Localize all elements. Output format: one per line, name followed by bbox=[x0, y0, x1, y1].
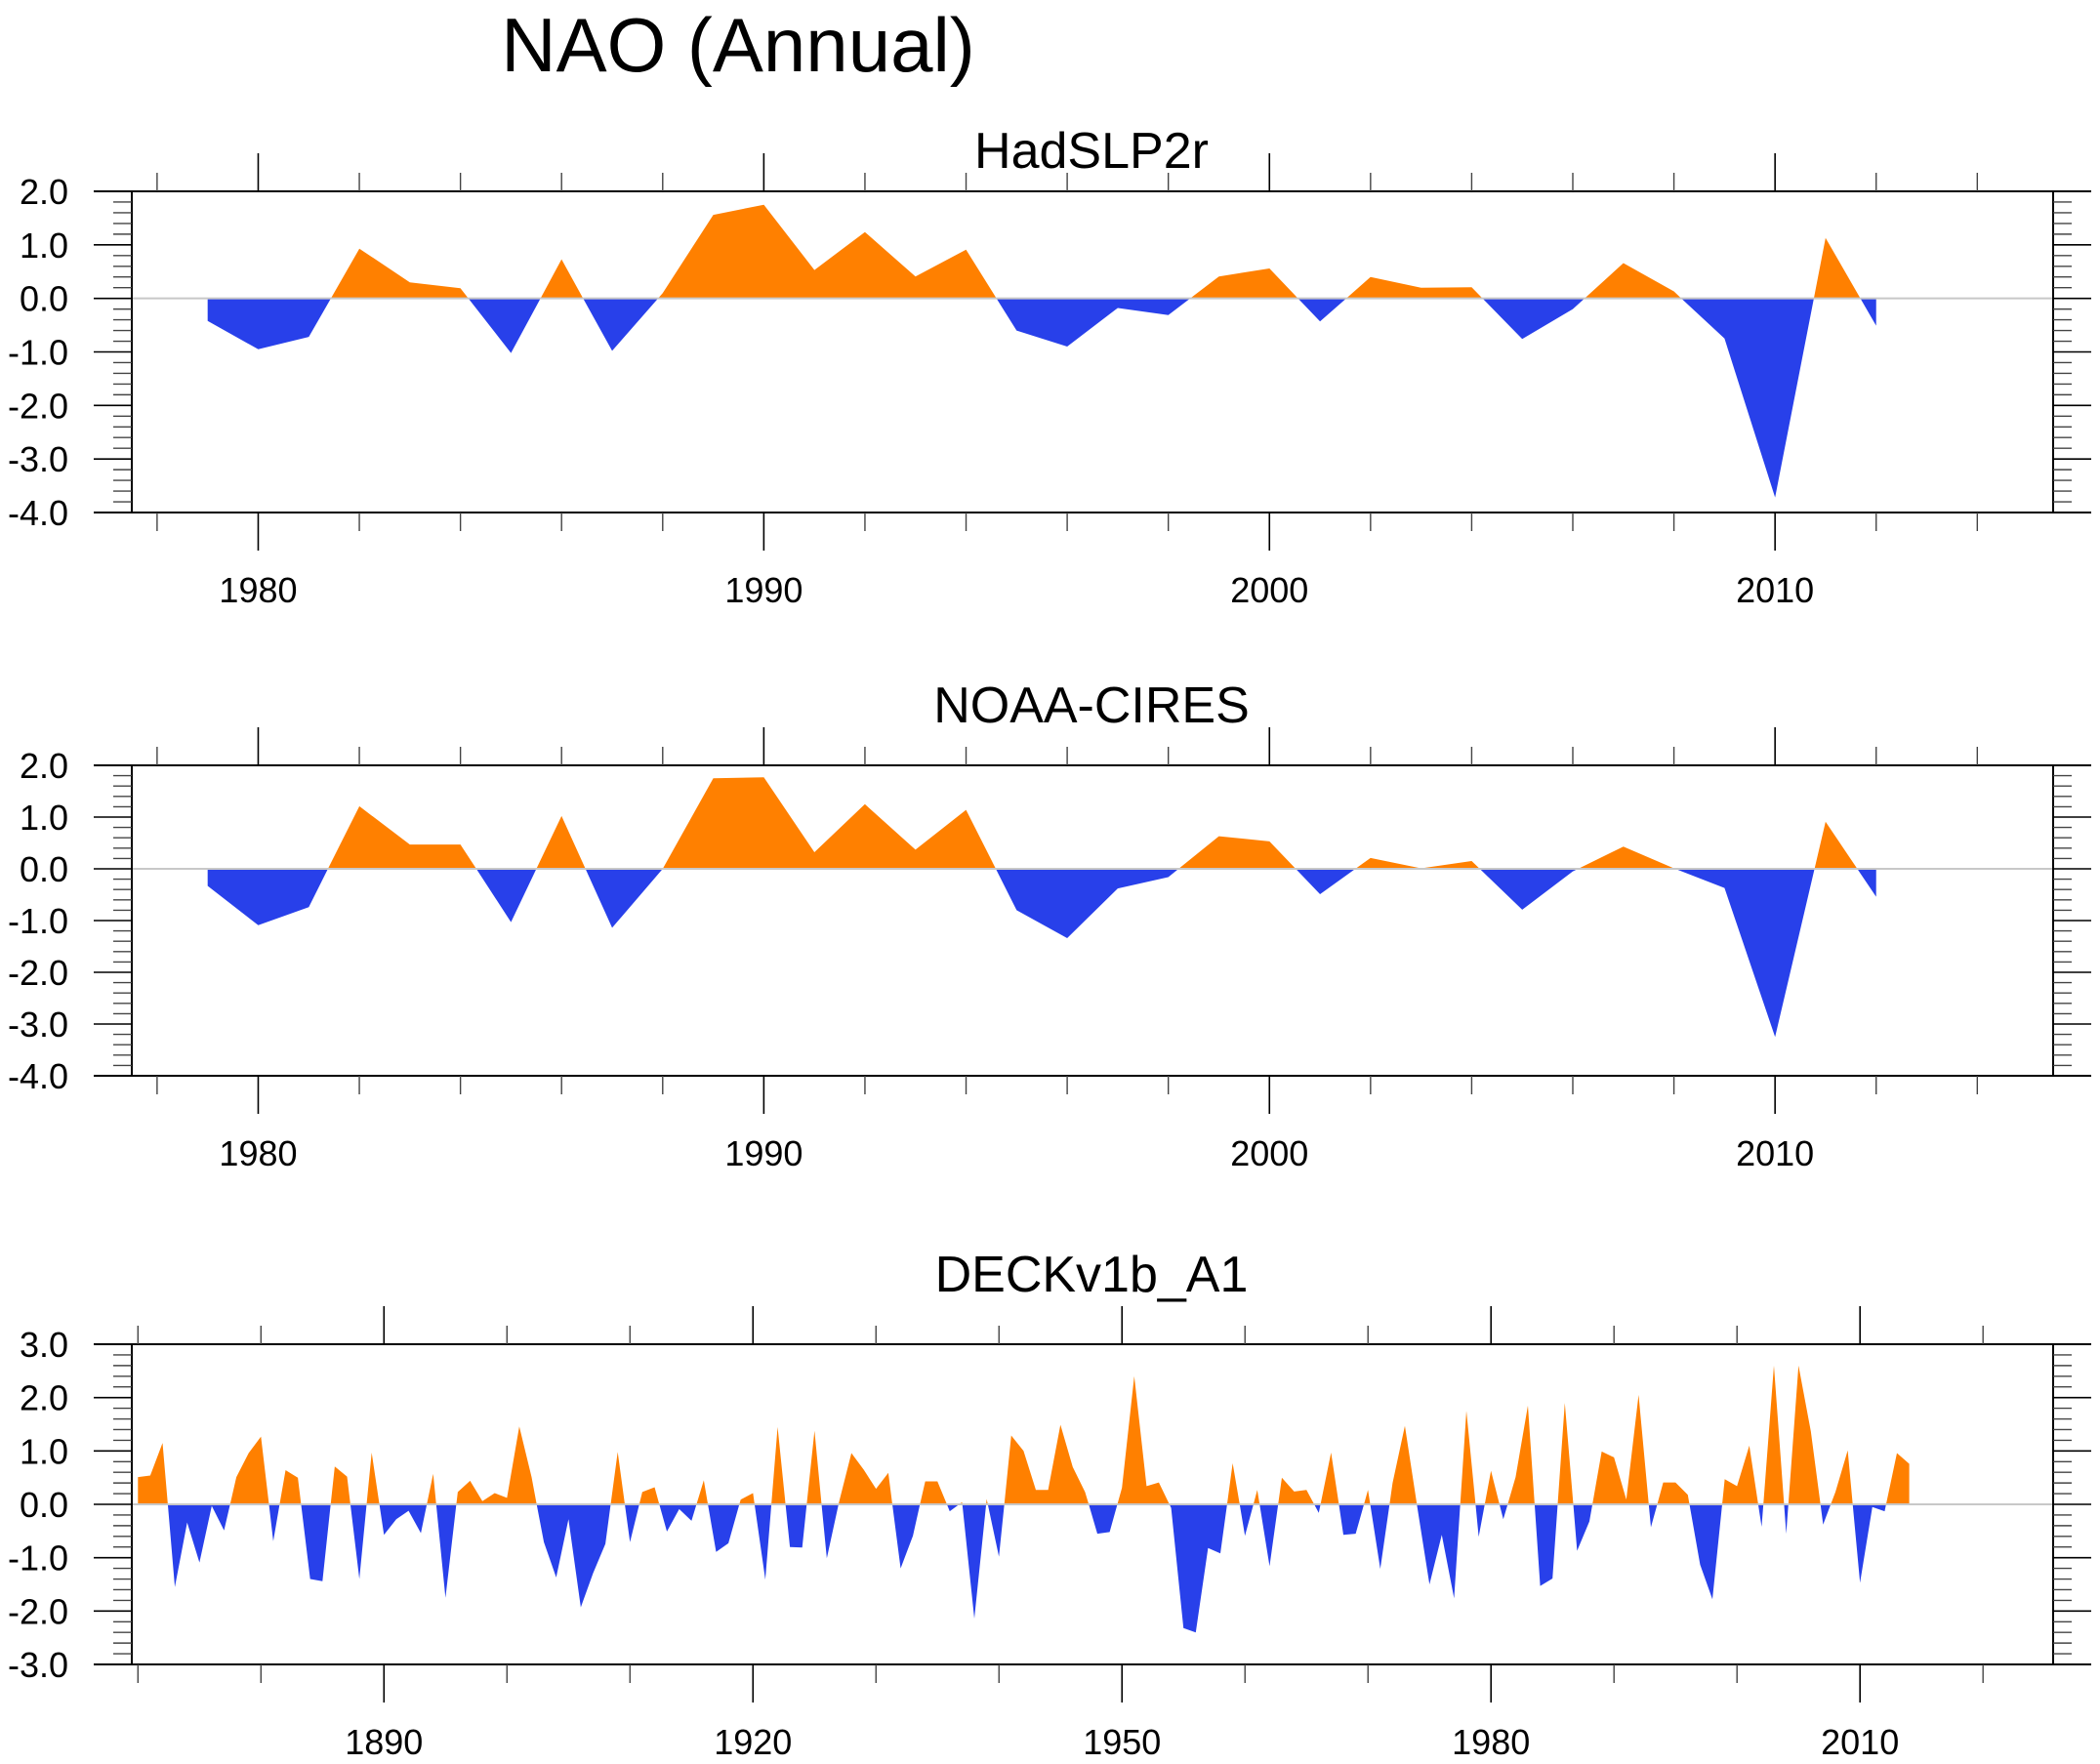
negative-anomaly-area bbox=[207, 298, 1876, 498]
area-series-noaa-cires bbox=[207, 777, 1876, 1038]
y-tick-label: -4.0 bbox=[8, 493, 68, 533]
panel-title-deckv1b-a1: DECKv1b_A1 bbox=[935, 1247, 1249, 1303]
y-tick-label: 1.0 bbox=[20, 1431, 68, 1471]
y-tick-label: -3.0 bbox=[8, 439, 68, 479]
x-tick-label: 1990 bbox=[724, 570, 803, 610]
figure-title: NAO (Annual) bbox=[501, 2, 975, 88]
positive-anomaly-area bbox=[207, 777, 1876, 869]
y-tick-label: 1.0 bbox=[20, 798, 68, 838]
negative-anomaly-area bbox=[207, 869, 1876, 1038]
y-tick-label: 2.0 bbox=[20, 746, 68, 786]
x-tick-label: 2000 bbox=[1230, 1133, 1308, 1173]
area-series-deckv1b-a1 bbox=[138, 1365, 1910, 1633]
y-tick-label: -3.0 bbox=[8, 1645, 68, 1685]
y-tick-label: 3.0 bbox=[20, 1325, 68, 1365]
x-tick-label: 1980 bbox=[219, 570, 297, 610]
panel-noaa-cires: NOAA-CIRES 2.0 1.0 0.0 -1.0 -2.0 -3.0 -4.0 1980… bbox=[8, 677, 2091, 1173]
axes-hadslp2r: 2.0 1.0 0.0 -1.0 -2.0 -3.0 -4.0 1980 1990 2000 201… bbox=[8, 153, 2091, 610]
y-tick-label: -2.0 bbox=[8, 386, 68, 426]
x-tick-label: 1980 bbox=[219, 1133, 297, 1173]
positive-anomaly-area bbox=[207, 204, 1876, 299]
x-tick-label: 1980 bbox=[1452, 1722, 1530, 1762]
y-tick-label: 1.0 bbox=[20, 226, 68, 266]
y-tick-label: 0.0 bbox=[20, 1485, 68, 1525]
y-tick-label: -1.0 bbox=[8, 333, 68, 373]
y-tick-label: -1.0 bbox=[8, 1538, 68, 1579]
x-tick-label: 1890 bbox=[345, 1722, 423, 1762]
y-tick-label: -3.0 bbox=[8, 1005, 68, 1045]
axes-noaa-cires: 2.0 1.0 0.0 -1.0 -2.0 -3.0 -4.0 1980 1990 2000 201… bbox=[8, 727, 2091, 1173]
y-tick-label: -2.0 bbox=[8, 953, 68, 993]
y-tick-label: -4.0 bbox=[8, 1056, 68, 1096]
negative-anomaly-area bbox=[138, 1504, 1910, 1633]
y-tick-label: 2.0 bbox=[20, 172, 68, 212]
positive-anomaly-area bbox=[138, 1365, 1910, 1504]
y-tick-label: 0.0 bbox=[20, 849, 68, 889]
panel-title-noaa-cires: NOAA-CIRES bbox=[933, 677, 1250, 734]
panel-hadslp2r: HadSLP2r 2.0 1.0 0.0 -1.0 -2.0 -3.0 -4.0 1980 19… bbox=[8, 123, 2091, 610]
y-tick-label: -2.0 bbox=[8, 1591, 68, 1631]
x-tick-label: 2000 bbox=[1230, 570, 1308, 610]
area-series-hadslp2r bbox=[207, 204, 1876, 498]
x-tick-label: 1920 bbox=[714, 1722, 792, 1762]
y-tick-label: 0.0 bbox=[20, 279, 68, 319]
x-tick-label: 1950 bbox=[1083, 1722, 1161, 1762]
y-tick-label: -1.0 bbox=[8, 901, 68, 941]
x-tick-label: 1990 bbox=[724, 1133, 803, 1173]
x-tick-label: 2010 bbox=[1736, 1133, 1814, 1173]
axes-deckv1b-a1: 3.0 2.0 1.0 0.0 -1.0 -2.0 -3.0 1890 1920 1950 1980… bbox=[8, 1306, 2091, 1762]
x-tick-label: 2010 bbox=[1821, 1722, 1899, 1762]
x-tick-label: 2010 bbox=[1736, 570, 1814, 610]
y-tick-label: 2.0 bbox=[20, 1378, 68, 1418]
panel-title-hadslp2r: HadSLP2r bbox=[974, 123, 1209, 180]
panel-deckv1b-a1: DECKv1b_A1 3.0 2.0 1.0 0.0 -1.0 -2.0 -3.0 1890 1… bbox=[8, 1247, 2091, 1762]
